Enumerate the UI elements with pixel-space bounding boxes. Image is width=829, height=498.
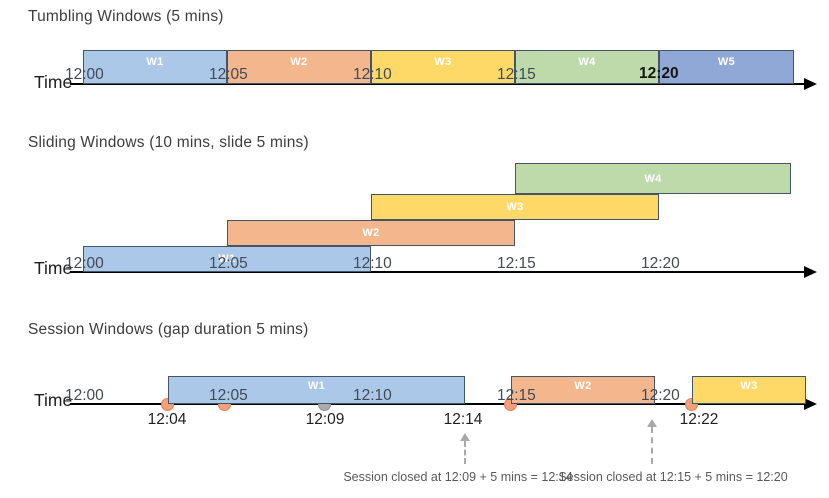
session-tick-12-05: 12:05 (209, 387, 248, 404)
window-label-w3: W3 (506, 201, 524, 213)
sliding-tick-12-10: 12:10 (353, 255, 392, 272)
tumbling-window-w4: W4 (515, 50, 659, 84)
sliding-time-axis (70, 271, 806, 273)
event-time-12-22: 12:22 (679, 411, 719, 428)
tumbling-tick-12-10: 12:10 (353, 66, 392, 83)
event-time-12-04: 12:04 (147, 411, 187, 428)
session-tick-12-15: 12:15 (497, 387, 536, 404)
window-label-w1: W1 (146, 55, 164, 68)
window-label-w5: W5 (717, 55, 736, 68)
session-tick-12-10: 12:10 (353, 387, 392, 404)
tumbling-tick-12-15: 12:15 (497, 66, 536, 83)
callout-arrow-up-icon (647, 419, 657, 427)
window-label-w2: W2 (574, 379, 592, 392)
session-close-time-12-14: 12:14 (443, 411, 483, 428)
tumbling-axis-arrowhead-icon (804, 78, 817, 90)
sliding-tick-12-15: 12:15 (497, 255, 536, 272)
callout-arrow-stem (651, 427, 653, 464)
tumbling-time-axis (70, 83, 806, 85)
session-close-annotation-1: Session closed at 12:09 + 5 mins = 12:14 (343, 470, 573, 484)
sliding-axis-arrowhead-icon (804, 266, 817, 278)
session-tick-12-00: 12:00 (65, 387, 104, 404)
sliding-window-w4: W4 (515, 163, 791, 194)
tumbling-window-w3: W3 (371, 50, 515, 84)
session-time-axis (70, 403, 806, 405)
session-axis-arrowhead-icon (804, 398, 817, 410)
window-label-w1: W1 (218, 253, 236, 265)
tumbling-tick-12-00: 12:00 (65, 66, 104, 83)
window-label-w4: W4 (644, 172, 662, 185)
tumbling-window-w2: W2 (227, 50, 371, 84)
window-label-w2: W2 (290, 55, 308, 68)
sliding-tick-12-05: 12:05 (209, 255, 248, 272)
window-label-w2: W2 (362, 227, 380, 239)
session-section-title: Session Windows (gap duration 5 mins) (28, 321, 309, 338)
tumbling-tick-12-05: 12:05 (209, 66, 248, 83)
sliding-section-title: Sliding Windows (10 mins, slide 5 mins) (28, 134, 309, 151)
tumbling-tick-12-20: 12:20 (639, 65, 679, 82)
event-time-12-09: 12:09 (305, 411, 345, 428)
window-label-w3: W3 (740, 379, 758, 392)
session-close-annotation-2: Session closed at 12:15 + 5 mins = 12:20 (558, 470, 788, 484)
session-window-w2: W2 (511, 376, 655, 404)
tumbling-window-w1: W1 (83, 50, 227, 84)
sliding-window-w3: W3 (371, 194, 659, 220)
sliding-time-axis-label: Time (34, 258, 73, 278)
window-label-w4: W4 (578, 55, 596, 68)
callout-arrow-stem (464, 441, 466, 464)
tumbling-section-title: Tumbling Windows (5 mins) (28, 8, 224, 25)
sliding-window-w1: W1 (83, 246, 371, 272)
window-label-w1: W1 (307, 379, 326, 392)
callout-arrow-up-icon (460, 433, 470, 441)
tumbling-window-w5: W5 (659, 50, 794, 84)
sliding-window-w2: W2 (227, 220, 515, 246)
session-window-w1: W1 (168, 376, 465, 404)
session-window-w3: W3 (692, 376, 806, 404)
sliding-tick-12-20: 12:20 (641, 255, 680, 272)
session-time-axis-label: Time (34, 390, 73, 410)
session-tick-12-20: 12:20 (641, 387, 680, 404)
sliding-tick-12-00: 12:00 (65, 255, 104, 272)
window-label-w3: W3 (434, 55, 452, 68)
tumbling-time-axis-label: Time (34, 72, 73, 92)
